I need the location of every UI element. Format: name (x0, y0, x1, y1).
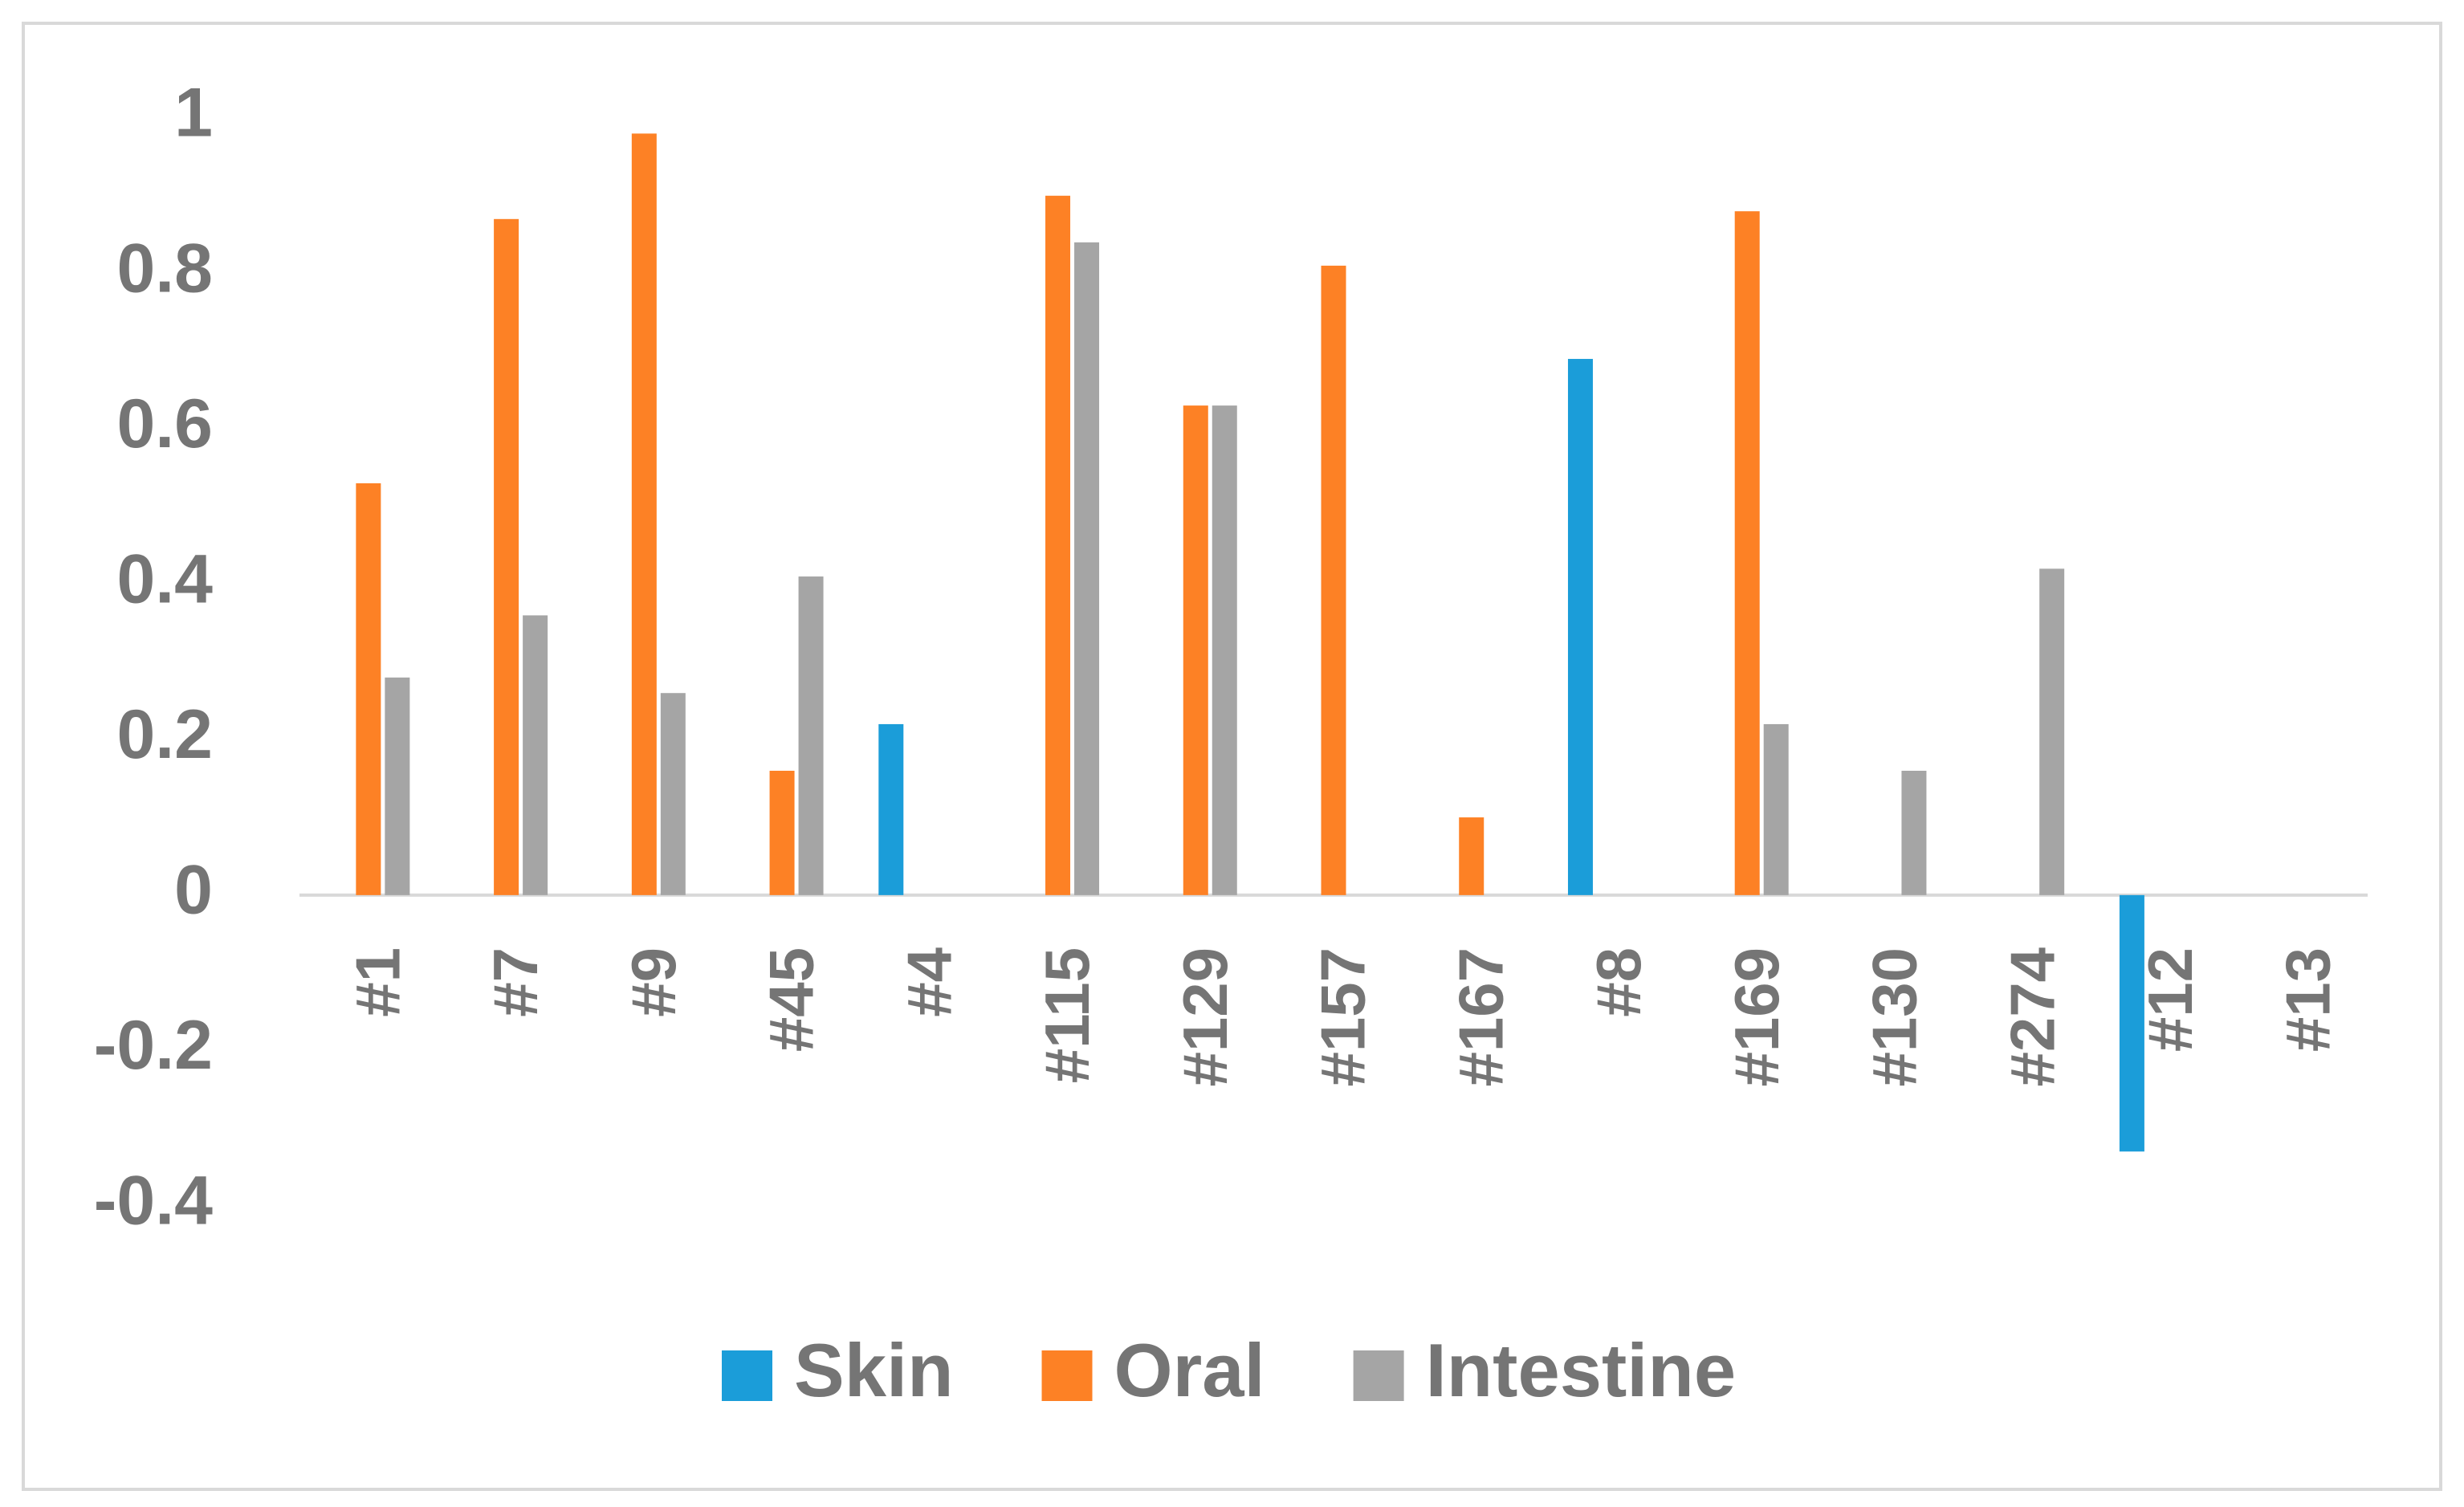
x-tick-label: #8 (1583, 947, 1654, 1017)
bar (631, 133, 657, 895)
bar (878, 723, 904, 895)
x-tick-label: #274 (1997, 947, 2067, 1087)
bar (523, 615, 548, 895)
y-tick-label: -0.4 (94, 1163, 213, 1240)
bar (385, 677, 410, 895)
x-tick-label: #7 (480, 947, 551, 1017)
x-tick-label: #169 (1721, 947, 1792, 1087)
x-tick-label: #9 (618, 947, 689, 1017)
x-tick-label: #13 (2273, 947, 2344, 1052)
x-tick-label: #12 (2135, 947, 2205, 1052)
bar (1212, 405, 1237, 895)
legend-swatch (1353, 1350, 1404, 1401)
y-tick-label: 0.4 (116, 540, 213, 617)
bar (2119, 894, 2144, 1152)
x-tick-label: #157 (1308, 947, 1379, 1087)
bar (798, 576, 824, 895)
bar (660, 693, 686, 895)
legend-label: Intestine (1426, 1328, 1737, 1412)
bar (769, 771, 795, 895)
bar (1183, 405, 1208, 895)
bar (1045, 195, 1071, 895)
y-tick-label: -0.2 (94, 1007, 213, 1084)
bar (356, 483, 381, 895)
x-tick-label: #167 (1445, 947, 1516, 1087)
legend-label: Skin (794, 1328, 954, 1412)
x-tick-label: #45 (756, 947, 827, 1052)
bar (1901, 771, 1927, 895)
legend-swatch (1041, 1350, 1093, 1401)
legend-label: Oral (1114, 1328, 1265, 1412)
x-tick-label: #115 (1032, 947, 1102, 1083)
y-tick-label: 0 (174, 852, 213, 929)
bar (1567, 359, 1593, 895)
bar (2039, 568, 2065, 895)
x-tick-label: #1 (342, 947, 413, 1017)
bar (1734, 211, 1760, 895)
y-tick-label: 0.6 (116, 385, 213, 462)
bar (494, 218, 519, 895)
bar (1459, 817, 1485, 895)
x-tick-label: #4 (894, 947, 964, 1017)
x-tick-label: #130 (1859, 947, 1930, 1087)
y-tick-label: 0.8 (116, 230, 213, 307)
bar (1074, 242, 1100, 895)
bar (1321, 265, 1346, 895)
bar (1763, 723, 1789, 895)
x-tick-label: #129 (1170, 947, 1240, 1087)
y-tick-label: 0.2 (116, 696, 213, 773)
y-tick-label: 1 (174, 75, 213, 152)
legend-swatch (722, 1350, 772, 1401)
